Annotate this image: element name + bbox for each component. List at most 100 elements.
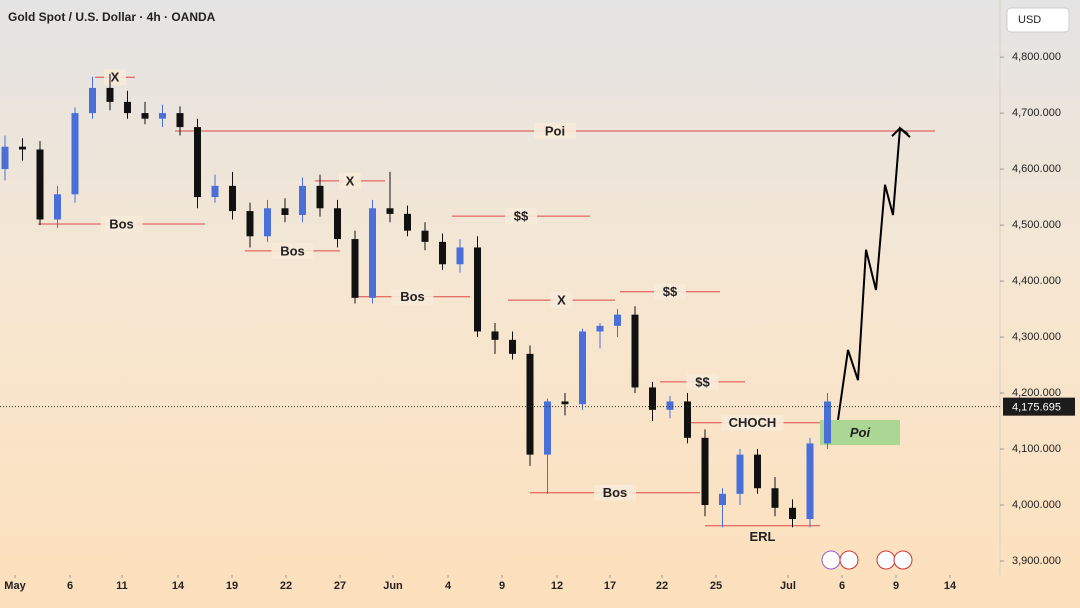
candle-body	[789, 507, 796, 520]
annotation-label-bg	[505, 208, 537, 225]
x-tick-label: 9	[499, 580, 505, 592]
x-tick-label: 4	[445, 580, 452, 592]
candle-body	[631, 314, 639, 388]
candle-body	[614, 314, 621, 326]
candle-body	[36, 149, 44, 220]
x-tick-label: 12	[551, 580, 563, 592]
poi-zone	[820, 419, 900, 446]
candle-body	[404, 213, 411, 231]
candle-body	[281, 208, 289, 215]
y-tick-label: 4,000.000	[1012, 499, 1061, 511]
candle-body	[194, 127, 201, 198]
y-tick-label: 4,100.000	[1012, 443, 1061, 455]
candle-body	[596, 325, 604, 332]
candle-body	[736, 454, 744, 494]
candle-body	[106, 87, 114, 102]
candle-body	[176, 113, 184, 128]
projection-path	[837, 126, 911, 421]
candle-body	[351, 239, 359, 298]
candle-body	[421, 230, 429, 242]
annotation-label-bg	[654, 283, 686, 300]
candle-body	[316, 185, 324, 209]
candle-body	[89, 87, 96, 114]
candle-body	[439, 241, 446, 265]
x-tick-label: 17	[604, 580, 616, 592]
y-tick-label: 4,800.000	[1012, 51, 1061, 63]
x-tick-label: 6	[839, 580, 845, 592]
annotation-label: Bos	[603, 485, 628, 500]
annotation-label: X	[557, 293, 566, 308]
candle-body	[701, 437, 709, 506]
x-tick-label: 14	[172, 580, 185, 592]
x-tick-label: Jun	[383, 580, 403, 592]
x-tick-label: 14	[944, 580, 957, 592]
x-tick-label: May	[4, 580, 26, 592]
last-price-box	[1003, 397, 1075, 416]
candle-body	[71, 113, 79, 195]
annotation-label-bg	[721, 414, 784, 431]
y-tick-label: 4,500.000	[1012, 219, 1061, 231]
candle-body	[19, 146, 26, 150]
y-tick-label: 3,900.000	[1012, 555, 1061, 567]
annotation-label: CHOCH	[729, 415, 777, 430]
annotation-label: X	[111, 70, 120, 85]
candle-body	[211, 185, 219, 198]
x-tick-label: 9	[893, 580, 899, 592]
annotation-label-bg	[686, 373, 719, 390]
x-tick-label: 22	[280, 580, 292, 592]
annotation-label-bg	[339, 172, 361, 189]
annotation-label: Bos	[109, 216, 134, 231]
annotation-label-bg	[271, 242, 314, 259]
candle-body	[159, 113, 166, 119]
candle-body	[369, 208, 376, 298]
annotation-label: ERL	[750, 529, 776, 544]
annotation-label: $$	[514, 209, 529, 224]
annotation-label: X	[346, 173, 355, 188]
annotation-label: $$	[663, 284, 678, 299]
annotation-label: Poi	[545, 123, 565, 138]
candle-body	[491, 331, 499, 340]
poi-zone-label: Poi	[850, 425, 871, 440]
currency-box[interactable]	[1006, 7, 1070, 33]
event-icons	[821, 550, 913, 570]
candle-body	[579, 331, 586, 405]
x-tick-label: 19	[226, 580, 238, 592]
chart-title: Gold Spot / U.S. Dollar · 4h · OANDA	[8, 10, 216, 24]
candle-body	[246, 211, 254, 237]
y-tick-label: 4,400.000	[1012, 275, 1061, 287]
x-tick-label: Jul	[780, 580, 796, 592]
candle-body	[526, 353, 534, 455]
candle-body	[544, 401, 551, 455]
annotation-label-bg	[534, 123, 576, 140]
candle-body	[771, 488, 779, 508]
candle-body	[141, 113, 149, 119]
annotation-label-bg	[100, 215, 143, 232]
annotation-label-bg	[594, 484, 636, 501]
candle-body	[264, 208, 271, 237]
x-tick-label: 6	[67, 580, 73, 592]
y-tick-label: 4,600.000	[1012, 163, 1061, 175]
candle-body	[509, 339, 516, 354]
candle-body	[299, 185, 306, 215]
candle-body	[666, 401, 674, 410]
annotation-label-bg	[550, 292, 573, 309]
y-tick-label: 4,300.000	[1012, 331, 1061, 343]
y-tick-label: 4,200.000	[1012, 387, 1061, 399]
last-price-label: 4,175.695	[1012, 402, 1061, 414]
candle-body	[824, 401, 831, 444]
annotation-label: Bos	[400, 289, 425, 304]
candle-body	[561, 401, 569, 405]
x-tick-label: 25	[710, 580, 722, 592]
annotation-label: $$	[695, 374, 710, 389]
candle-body	[386, 208, 394, 214]
annotation-label-bg	[391, 288, 434, 305]
candle-body	[1, 146, 9, 170]
currency: USD	[1018, 14, 1041, 26]
x-tick-label: 22	[656, 580, 668, 592]
candle-body	[54, 194, 61, 220]
x-tick-label: 27	[334, 580, 346, 592]
candle-body	[684, 401, 691, 438]
